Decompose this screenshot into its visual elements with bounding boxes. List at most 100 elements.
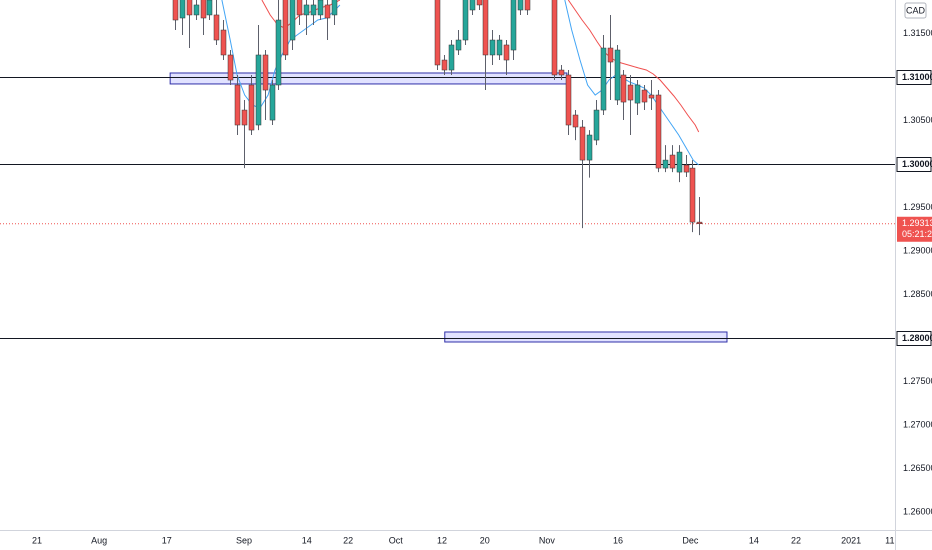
candle-body bbox=[620, 74, 627, 103]
candle-body bbox=[641, 89, 648, 103]
x-tick-label: 21 bbox=[32, 535, 42, 545]
x-tick-label: Aug bbox=[91, 535, 107, 545]
x-tick-label: 14 bbox=[302, 535, 312, 545]
candle-body bbox=[696, 221, 703, 225]
candle-body bbox=[441, 59, 448, 71]
candle-body bbox=[448, 44, 455, 71]
candle-body bbox=[676, 151, 683, 173]
candle-body bbox=[186, 0, 193, 16]
y-tick-label: 1.30500 bbox=[903, 115, 932, 125]
y-tick-label: 1.27000 bbox=[903, 419, 932, 429]
candle-body bbox=[462, 0, 469, 41]
axes: 1.26000 1.26500 1.27000 1.27500 1.28500 1.290… bbox=[32, 28, 932, 545]
y-tick-label: 1.29000 bbox=[903, 245, 932, 255]
candle-body bbox=[517, 0, 524, 11]
candle-body bbox=[627, 84, 634, 101]
candle-body bbox=[593, 109, 600, 141]
candle-body bbox=[200, 0, 207, 19]
x-tick-label: 16 bbox=[613, 535, 623, 545]
candle-body bbox=[482, 0, 489, 56]
currency-label: CAD bbox=[906, 5, 926, 15]
candle-body bbox=[572, 114, 579, 128]
candle-body bbox=[317, 0, 324, 16]
candle-body bbox=[434, 0, 441, 66]
candle-body bbox=[241, 109, 248, 126]
candle-body bbox=[296, 0, 303, 16]
candle-body bbox=[310, 4, 317, 16]
candle-body bbox=[634, 84, 641, 104]
candle-body bbox=[282, 0, 289, 56]
zone bbox=[444, 331, 728, 343]
y-tick-label: 1.26500 bbox=[903, 463, 932, 473]
candle-body bbox=[489, 39, 496, 56]
candle-body bbox=[213, 14, 220, 41]
candle-body bbox=[614, 49, 621, 101]
level-label: 1.30000 bbox=[902, 159, 932, 169]
candle-body bbox=[275, 19, 282, 86]
x-tick-label: Dec bbox=[682, 535, 699, 545]
candle-body bbox=[227, 54, 234, 81]
candle-body bbox=[303, 4, 310, 16]
level-label-box bbox=[896, 157, 932, 172]
candle-body bbox=[510, 0, 517, 51]
candle-body bbox=[172, 0, 179, 21]
candle-body bbox=[558, 69, 565, 76]
candle-body bbox=[683, 164, 690, 173]
candle-body bbox=[496, 39, 503, 56]
candle-body bbox=[220, 29, 227, 56]
candle-body bbox=[607, 47, 614, 63]
countdown-label: 05:21:21 bbox=[902, 229, 932, 239]
candle-body bbox=[269, 84, 276, 121]
y-tick-label: 1.27500 bbox=[903, 376, 932, 386]
x-tick-label: 11 bbox=[885, 535, 894, 545]
candle-body bbox=[600, 47, 607, 111]
candle-body bbox=[455, 39, 462, 51]
y-tick-label: 1.29500 bbox=[903, 202, 932, 212]
candle-body bbox=[255, 54, 262, 126]
x-tick-label: 12 bbox=[437, 535, 447, 545]
level-label-box bbox=[896, 331, 932, 346]
x-tick-label: 20 bbox=[480, 535, 490, 545]
x-tick-label: 17 bbox=[162, 535, 172, 545]
plot-area bbox=[0, 0, 895, 343]
level-label: 1.28000 bbox=[902, 333, 932, 343]
candle-body bbox=[586, 134, 593, 161]
candle-body bbox=[262, 54, 269, 91]
level-label-box bbox=[896, 70, 932, 85]
x-tick-label: 14 bbox=[749, 535, 759, 545]
y-tick-label: 1.26000 bbox=[903, 506, 932, 516]
candle-body bbox=[565, 74, 572, 126]
candle-body bbox=[476, 0, 483, 6]
candle-body bbox=[551, 0, 558, 76]
candle-body bbox=[662, 159, 669, 169]
candle-body bbox=[331, 0, 338, 16]
candle-body bbox=[503, 44, 510, 61]
candle-body bbox=[669, 154, 676, 169]
x-tick-label: Sep bbox=[236, 535, 252, 545]
candle-body bbox=[179, 0, 186, 19]
x-tick-label: Nov bbox=[539, 535, 556, 545]
candle-body bbox=[655, 94, 662, 169]
candle-body bbox=[579, 126, 586, 161]
current-price-label: 1.29313 bbox=[902, 218, 932, 228]
current-price-box bbox=[897, 216, 932, 242]
candle-body bbox=[324, 4, 331, 19]
x-tick-label: 22 bbox=[343, 535, 353, 545]
candle-body bbox=[234, 84, 241, 126]
candle-body bbox=[689, 167, 696, 223]
candle-body bbox=[248, 84, 255, 131]
y-tick-label: 1.28500 bbox=[903, 289, 932, 299]
x-tick-label: 22 bbox=[791, 535, 801, 545]
level-label: 1.31000 bbox=[902, 72, 932, 82]
candle-body bbox=[524, 0, 531, 11]
candle-body bbox=[648, 94, 655, 99]
x-tick-label: Oct bbox=[389, 535, 404, 545]
y-tick-label: 1.31500 bbox=[903, 28, 932, 38]
candle-body bbox=[193, 4, 200, 16]
candle-body bbox=[206, 0, 213, 16]
currency-box[interactable] bbox=[904, 2, 927, 19]
candle-body bbox=[289, 0, 296, 41]
